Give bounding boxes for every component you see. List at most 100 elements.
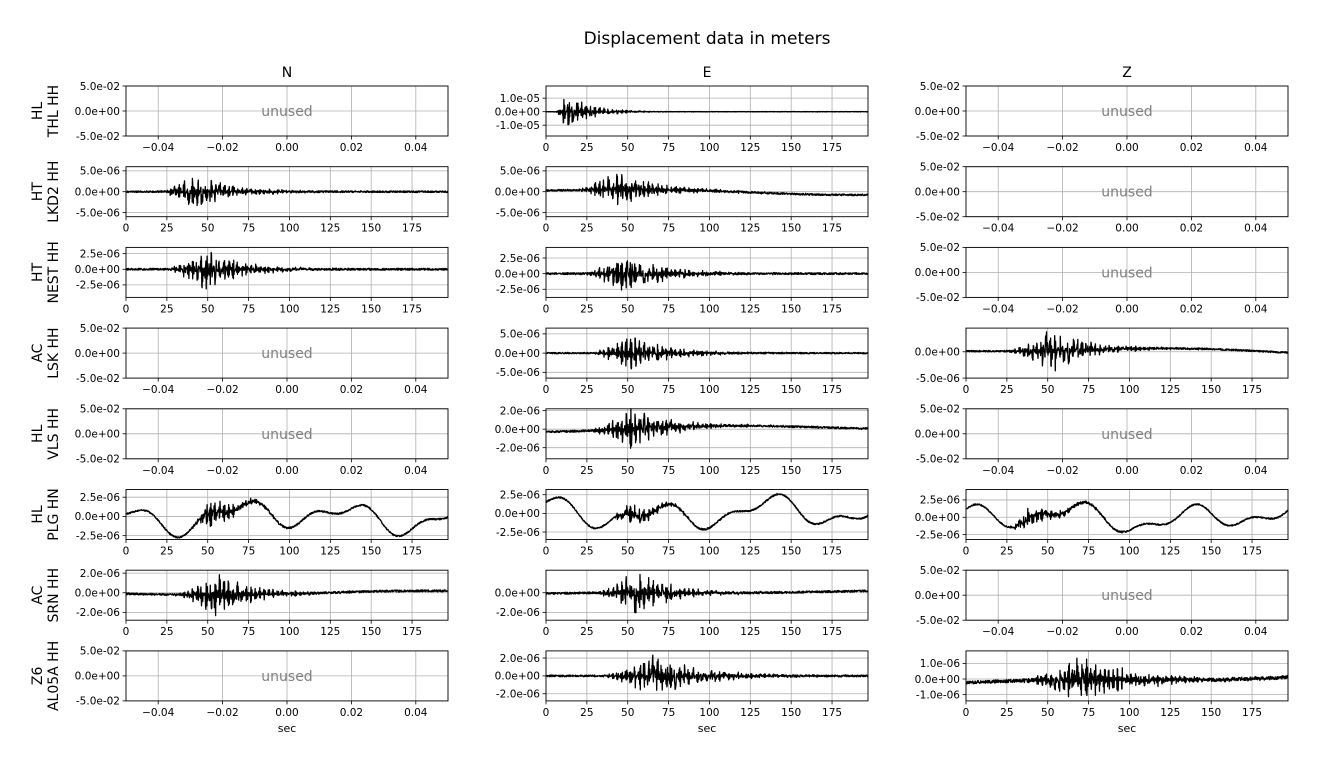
seismogram-trace	[125, 497, 449, 539]
unused-label: unused	[1101, 265, 1152, 281]
panel-r3-e: 0 25 50 75 100 125 150 175 5.0e-06 0.0e+00 -5.0e-0…	[495, 327, 869, 396]
x-tick-label: 150	[781, 626, 801, 638]
panel-frame	[965, 327, 1289, 379]
panel-frame	[545, 408, 869, 460]
unused-label: unused	[1101, 104, 1152, 120]
x-tick-label: 25	[580, 142, 593, 154]
x-tick-label: 100	[279, 303, 299, 315]
x-tick-label: 175	[822, 384, 842, 396]
y-tick-label: 0.0e+00	[75, 671, 120, 683]
y-tick-label: -5.0e-02	[916, 131, 960, 143]
x-tick-label: 175	[402, 546, 422, 558]
y-tick-label: 0.0e+00	[75, 348, 120, 360]
x-tick-label: 75	[662, 465, 675, 477]
y-tick-label: 0.0e+00	[495, 424, 540, 436]
row-network-label: AC	[30, 343, 46, 362]
y-tick-label: 0.0e+00	[75, 187, 120, 199]
x-tick-label: 125	[320, 546, 340, 558]
x-tick-label: 100	[279, 546, 299, 558]
panel-frame	[545, 246, 869, 298]
y-tick-label: -2.0e-06	[76, 607, 120, 619]
panel-r7-n: unused −0.04 −0.02 0.00 0.02 0.04 5.0e-02 0.0e+…	[75, 646, 449, 735]
y-tick-label: 0.0e+00	[915, 267, 960, 279]
x-tick-label: 75	[662, 142, 675, 154]
x-axis-label: sec	[698, 722, 717, 735]
x-tick-label: 25	[160, 223, 173, 235]
panel-r2-e: 0 25 50 75 100 125 150 175 2.5e-06 0.0e+00 -2.5e-0…	[495, 246, 869, 315]
x-axis-label: sec	[278, 722, 297, 735]
x-tick-label: 0.00	[1115, 626, 1138, 638]
x-tick-label: 125	[1160, 707, 1180, 719]
y-tick-label: 1.0e-06	[920, 658, 961, 670]
row-station-label: AL05A HH	[46, 641, 62, 711]
x-tick-label: 75	[662, 707, 675, 719]
panel-frame	[125, 246, 449, 298]
x-tick-label: 75	[662, 384, 675, 396]
y-tick-label: 1.0e-05	[500, 93, 540, 105]
y-tick-label: 0.0e+00	[75, 106, 120, 118]
x-tick-label: 150	[781, 303, 801, 315]
panel-r6-z: unused −0.04 −0.02 0.00 0.02 0.04 5.0e-02 0.0e+…	[915, 565, 1289, 638]
panel-r2-z: unused −0.04 −0.02 0.00 0.02 0.04 5.0e-02 0.0e+…	[915, 242, 1289, 315]
panel-r4-z: unused −0.04 −0.02 0.00 0.02 0.04 5.0e-02 0.0e+…	[915, 404, 1289, 477]
x-tick-label: 75	[242, 626, 255, 638]
unused-label: unused	[1101, 588, 1152, 604]
y-tick-label: -2.5e-06	[76, 530, 120, 542]
y-tick-label: 0.0e+00	[915, 187, 960, 199]
panel-r3-z: 0 25 50 75 100 125 150 175 0.0e+00 -5.0e-06	[915, 327, 1289, 396]
x-tick-label: 25	[160, 303, 173, 315]
y-tick-label: 5.0e-06	[80, 166, 121, 178]
y-tick-label: 5.0e-02	[80, 323, 120, 335]
row-network-label: AC	[30, 585, 46, 604]
x-tick-label: 125	[740, 223, 760, 235]
row-label-1: HT LKD2 HH	[30, 161, 62, 223]
x-tick-label: −0.04	[982, 142, 1014, 154]
unused-label: unused	[261, 346, 312, 362]
x-tick-label: 0	[123, 303, 130, 315]
y-tick-label: 0.0e+00	[915, 590, 960, 602]
y-tick-label: -5.0e-02	[76, 131, 120, 143]
y-tick-label: 5.0e-02	[920, 404, 960, 416]
x-tick-label: 125	[740, 303, 760, 315]
x-tick-label: 125	[740, 707, 760, 719]
x-tick-label: 150	[781, 223, 801, 235]
panel-r0-z: unused −0.04 −0.02 0.00 0.02 0.04 5.0e-02 0.0e+…	[915, 81, 1289, 154]
x-tick-label: 50	[621, 707, 634, 719]
panel-frame	[545, 85, 869, 137]
y-tick-label: -2.5e-06	[496, 527, 540, 539]
x-tick-label: 125	[320, 626, 340, 638]
x-tick-label: −0.04	[982, 303, 1014, 315]
x-tick-label: 150	[1201, 384, 1221, 396]
y-tick-label: 5.0e-02	[80, 646, 120, 658]
x-tick-label: 25	[580, 384, 593, 396]
y-tick-label: 5.0e-02	[920, 81, 960, 93]
x-tick-label: 175	[1242, 384, 1262, 396]
unused-label: unused	[261, 104, 312, 120]
row-station-label: THL HH	[46, 85, 62, 138]
panel-r1-e: 0 25 50 75 100 125 150 175 5.0e-06 0.0e+00 -5.0e-0…	[495, 166, 869, 235]
x-tick-label: 75	[1082, 384, 1095, 396]
y-tick-label: -5.0e-02	[916, 615, 960, 627]
y-tick-label: -5.0e-06	[496, 207, 540, 219]
x-tick-label: 150	[361, 546, 381, 558]
x-tick-label: −0.02	[1047, 626, 1079, 638]
x-tick-label: 0	[963, 707, 970, 719]
panel-r2-n: 0 25 50 75 100 125 150 175 2.5e-06 0.0e+00 -2.5e-0…	[75, 246, 449, 315]
y-tick-label: 2.0e-06	[500, 405, 541, 417]
x-tick-label: 0.04	[404, 384, 428, 396]
panel-r5-n: 0 25 50 75 100 125 150 175 2.5e-06 0.0e+00 -2.5e-0…	[75, 489, 449, 558]
x-tick-label: 50	[621, 626, 634, 638]
seismogram-trace	[125, 251, 449, 290]
x-tick-label: −0.02	[1047, 223, 1079, 235]
x-tick-label: 0	[543, 142, 550, 154]
x-tick-label: 175	[822, 142, 842, 154]
row-network-label: HT	[30, 262, 46, 282]
y-tick-label: -1.0e-05	[496, 120, 540, 132]
row-label-5: HL PLG HN	[30, 488, 62, 541]
panel-r1-z: unused −0.04 −0.02 0.00 0.02 0.04 5.0e-02 0.0e+…	[915, 162, 1289, 235]
x-tick-label: 150	[1201, 546, 1221, 558]
y-tick-label: 0.0e+00	[495, 268, 540, 280]
x-axis-label: sec	[1118, 722, 1137, 735]
y-tick-label: 5.0e-02	[920, 162, 960, 174]
x-tick-label: −0.04	[142, 384, 174, 396]
